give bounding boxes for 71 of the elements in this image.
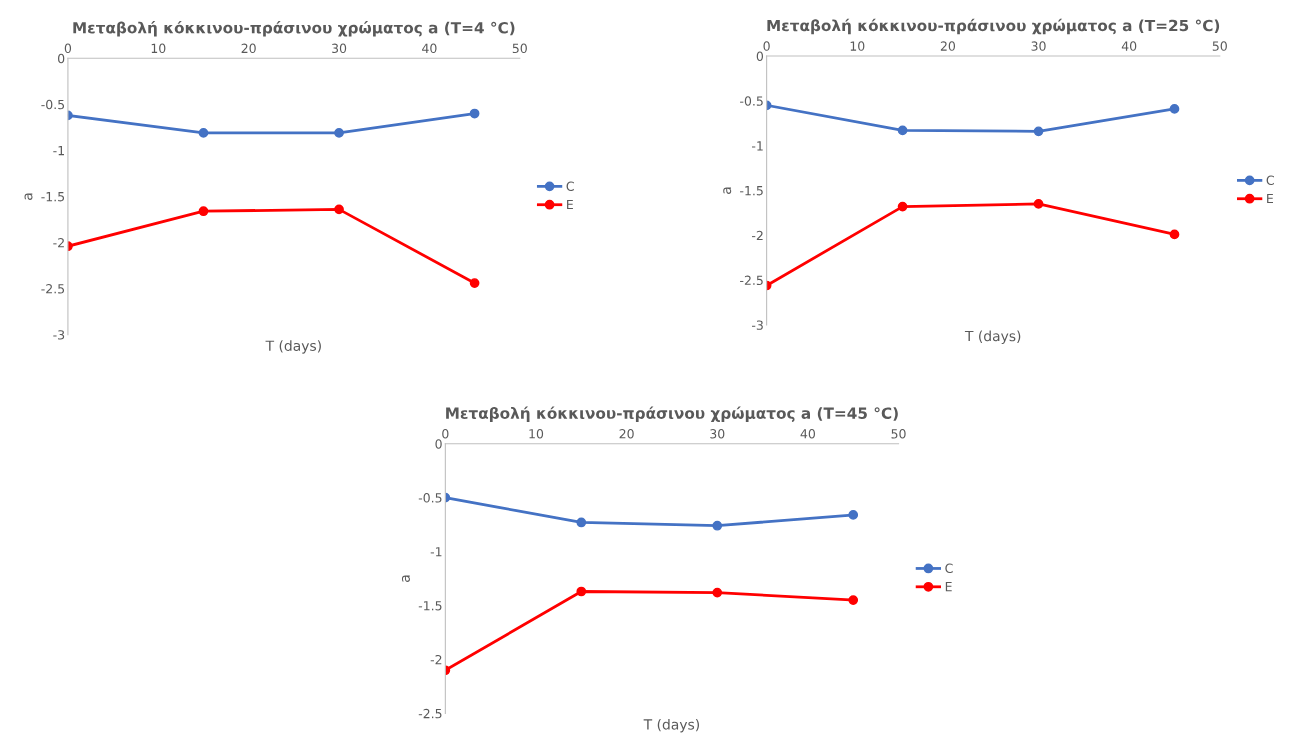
point [198, 206, 209, 217]
y-tick-label: -2.5 [418, 708, 442, 719]
y-tick-label: -1 [751, 141, 763, 151]
x-tick-label: 20 [619, 429, 634, 439]
chart-title: Μεταβολή κόκκινου-πράσινου χρώματος a (T=45 °C) [446, 406, 898, 422]
y-tick-label: -1 [430, 547, 442, 557]
x-tick-label: 30 [1031, 41, 1046, 51]
x-tick-label: 30 [332, 43, 347, 54]
point [334, 128, 344, 138]
y-tick-label: 0 [58, 53, 65, 64]
x-axis-title: T (days) [964, 330, 1021, 344]
point [848, 595, 859, 605]
x-axis-title: T (days) [265, 340, 321, 354]
legend-label: E [567, 199, 573, 210]
point [712, 520, 723, 531]
point [1033, 126, 1044, 137]
x-tick-label: 40 [1121, 41, 1137, 51]
y-tick-label: -3 [751, 320, 763, 330]
y-tick-label: -2.5 [41, 284, 65, 294]
point [897, 125, 908, 136]
y-tick-label: 0 [756, 51, 764, 61]
point [712, 587, 723, 598]
legend-label: C [566, 181, 574, 191]
legend-label: C [1266, 175, 1274, 185]
y-axis-title: a [723, 187, 732, 194]
y-tick-label: -2 [751, 230, 763, 241]
y-tick-label: -0.5 [41, 99, 65, 110]
y-tick-label: -2 [430, 654, 442, 665]
x-axis-title: T (days) [643, 718, 699, 733]
x-tick-label: 50 [512, 43, 527, 54]
y-tick-label: -1.5 [740, 186, 763, 196]
point [334, 204, 344, 215]
chart-title: Μεταβολή κόκκινου-πράσινου χρώματος a (T=4 °C) [73, 21, 515, 37]
point [1169, 229, 1180, 240]
x-tick-label: 20 [241, 43, 256, 54]
x-tick-label: 0 [64, 43, 72, 54]
y-tick-label: 0 [435, 439, 442, 449]
x-tick-label: 0 [442, 429, 449, 439]
x-tick-label: 10 [529, 429, 544, 439]
x-tick-label: 40 [800, 429, 816, 439]
legend-label: E [945, 582, 952, 592]
y-tick-label: -2 [53, 238, 64, 248]
y-tick-label: -1.5 [41, 192, 65, 202]
y-tick-label: -2.5 [740, 275, 763, 286]
x-tick-label: 10 [850, 41, 865, 51]
y-tick-label: -1.5 [418, 601, 442, 611]
point [198, 128, 209, 138]
x-tick-label: 40 [422, 43, 437, 54]
point [576, 517, 587, 528]
chart-title: Μεταβολή κόκκινου-πράσινου χρώματος a (T=25 °C) [767, 18, 1220, 35]
x-tick-label: 50 [891, 429, 906, 439]
x-tick-label: 20 [940, 41, 956, 51]
point [1033, 199, 1044, 209]
x-tick-label: 10 [151, 43, 166, 54]
point [848, 510, 859, 520]
point [1169, 104, 1180, 114]
point [897, 201, 908, 212]
y-tick-label: -0.5 [740, 96, 763, 106]
legend-label: C [945, 563, 953, 573]
point [469, 108, 480, 119]
x-tick-label: 50 [1212, 41, 1227, 51]
x-tick-label: 0 [763, 41, 770, 51]
y-axis-title: a [24, 193, 33, 200]
x-tick-label: 30 [710, 429, 725, 439]
y-tick-label: -3 [53, 330, 65, 340]
legend-label: E [1267, 193, 1273, 204]
y-axis-title: a [401, 575, 410, 582]
point [576, 586, 587, 597]
point [469, 278, 480, 288]
y-tick-label: -1 [53, 146, 64, 156]
y-tick-label: -0.5 [418, 493, 442, 503]
